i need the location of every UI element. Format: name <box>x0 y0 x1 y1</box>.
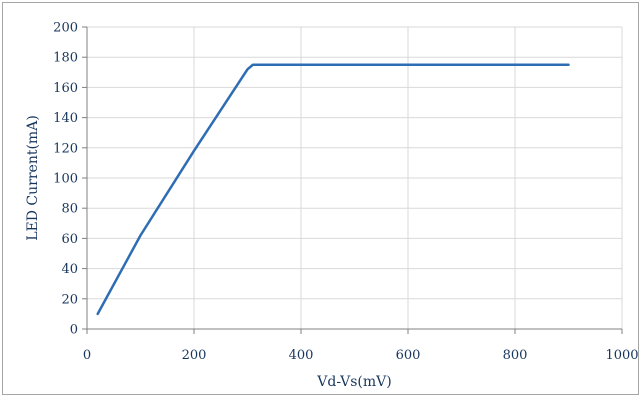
x-tick-label: 600 <box>396 348 421 363</box>
y-tick-label: 160 <box>53 81 78 96</box>
x-tick-label: 800 <box>503 348 528 363</box>
y-tick-label: 20 <box>61 292 78 307</box>
grid <box>87 26 623 329</box>
y-tick-label: 60 <box>61 232 78 247</box>
y-tick-label: 180 <box>53 51 78 66</box>
axes <box>82 26 623 334</box>
y-tick-label: 40 <box>61 262 78 277</box>
y-tick-label: 80 <box>61 202 78 217</box>
y-tick-label: 100 <box>53 172 78 187</box>
y-tick-label: 120 <box>53 141 78 156</box>
y-tick-label: 0 <box>70 323 78 338</box>
x-tick-label: 200 <box>182 348 207 363</box>
x-tick-label: 400 <box>289 348 314 363</box>
y-tick-labels: 0 20 40 60 80 100 120 140 160 180 200 <box>53 21 78 338</box>
x-tick-labels: 0 200 400 600 800 1000 <box>83 348 639 363</box>
x-tick-label: 1000 <box>605 348 638 363</box>
series-group <box>96 63 570 316</box>
y-tick-label: 140 <box>53 111 78 126</box>
series-line <box>96 63 570 316</box>
y-axis-label: LED Current(mA) <box>25 115 41 241</box>
x-tick-label: 0 <box>83 348 91 363</box>
y-tick-label: 200 <box>53 21 78 36</box>
x-axis-label: Vd-Vs(mV) <box>316 374 391 390</box>
